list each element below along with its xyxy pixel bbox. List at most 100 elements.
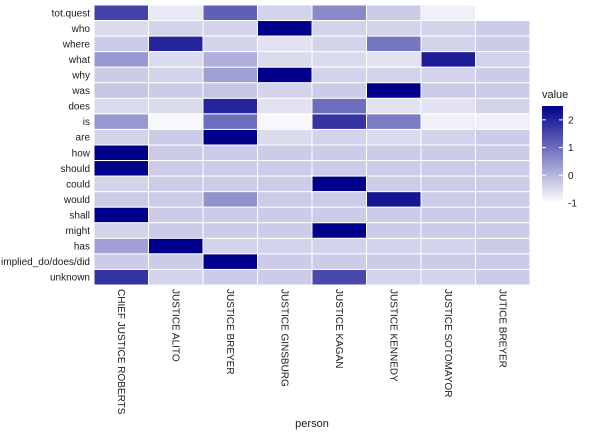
heatmap-cell [311,268,367,286]
y-tick-label: unknown [50,273,90,284]
heatmap-cell [257,128,313,146]
heatmap-cell [257,160,313,177]
heatmap-cell [202,66,258,84]
x-tick-label: JUSTICE BREYER [224,289,235,375]
heatmap-cell [420,160,476,177]
heatmap-cell [366,128,422,146]
heatmap-cell [311,128,367,146]
y-tick-label: implied_do/does/did [1,257,90,268]
heatmap-cell [202,20,258,37]
heatmap-cell [93,97,149,115]
heatmap-cell [148,97,204,115]
heatmap-cell [420,268,476,286]
x-tick-label: CHIEF JUSTICE ROBERTS [115,289,126,415]
heatmap-cell [93,206,149,224]
heatmap-cell [420,237,476,255]
heatmap-cell [475,222,531,239]
heatmap-cell [148,82,204,99]
heatmap-cell [311,97,367,115]
heatmap-cell [148,222,204,239]
heatmap-cell [202,97,258,115]
heatmap-cell [202,237,258,255]
y-tick-label: should [61,164,90,175]
heatmap-cell [257,51,313,68]
heatmap-cell [93,222,149,239]
heatmap-cell [257,97,313,115]
heatmap-cell [148,66,204,84]
heatmap-cell [366,237,422,255]
heatmap-cell [93,144,149,162]
legend-tick-label: 2 [568,115,574,126]
heatmap-cell [311,35,367,53]
heatmap-cell [311,4,367,22]
y-tick-label: tot.quest [52,8,91,19]
heatmap-cell [420,97,476,115]
heatmap-cell [475,144,531,162]
heatmap-cell [148,128,204,146]
heatmap-cell [475,128,531,146]
heatmap-cell [148,237,204,255]
heatmap-cell [420,222,476,239]
heatmap-cell [257,144,313,162]
legend-tick-labels: 2 1 0 -1 [542,115,577,210]
heatmap-cell [148,268,204,286]
y-tick-label: would [63,195,90,206]
y-tick-label: shall [69,211,90,222]
legend-tick-label: 0 [568,171,574,182]
legend: value 2 1 0 -1 [542,89,577,210]
x-tick-label: JUSTICE GINSBURG [278,289,289,387]
heatmap-cell [475,253,531,270]
heatmap-cell [420,128,476,146]
heatmap-cell [93,128,149,146]
x-tick-label: JUTICE BREYER [496,289,507,368]
legend-tick-label: -1 [568,199,577,210]
heatmap-cell [311,144,367,162]
heatmap-cell [475,160,531,177]
heatmap-cell [366,97,422,115]
heatmap-cell [257,82,313,99]
heatmap-cell [311,253,367,270]
heatmap-cell [93,20,149,37]
heatmap-cell [148,206,204,224]
heatmap-cell [475,35,531,53]
heatmap-cell [311,191,367,208]
heatmap-cell [366,222,422,239]
heatmap-cell [366,268,422,286]
x-tick-label: JUSTICE KAGAN [333,289,344,368]
y-tick-label: how [72,148,91,159]
y-tick-label: has [74,242,90,253]
heatmap-cell [202,253,258,270]
heatmap-cell [148,175,204,193]
heatmap-cell [148,144,204,162]
heatmap-cell [311,237,367,255]
heatmap-cell [202,206,258,224]
heatmap-cell [148,20,204,37]
y-tick-label: could [66,179,90,190]
heatmap-cell [366,253,422,270]
x-axis-title: person [295,418,329,430]
heatmap-cell [93,237,149,255]
heatmap-cell [366,191,422,208]
heatmap-cell [311,175,367,193]
heatmap-cell [420,51,476,68]
heatmap-cell [257,222,313,239]
x-tick-label: JUSTICE KENNEDY [387,289,398,382]
heatmap-cell [148,253,204,270]
heatmap-cell [93,82,149,99]
heatmap-cell [257,191,313,208]
heatmap-cell [202,82,258,99]
heatmap-cell [420,253,476,270]
heatmap-cell [202,51,258,68]
heatmap-cell [148,4,204,22]
heatmap-cell [420,35,476,53]
heatmap-cell [420,4,476,22]
heatmap-cell [93,268,149,286]
heatmap-cell [366,35,422,53]
heatmap-cell [366,82,422,99]
heatmap-cell [475,268,531,286]
heatmap-cell [202,35,258,53]
heatmap-cell [311,82,367,99]
heatmap-cell [366,113,422,130]
heatmap-cell [93,51,149,68]
heatmap-cell [202,191,258,208]
